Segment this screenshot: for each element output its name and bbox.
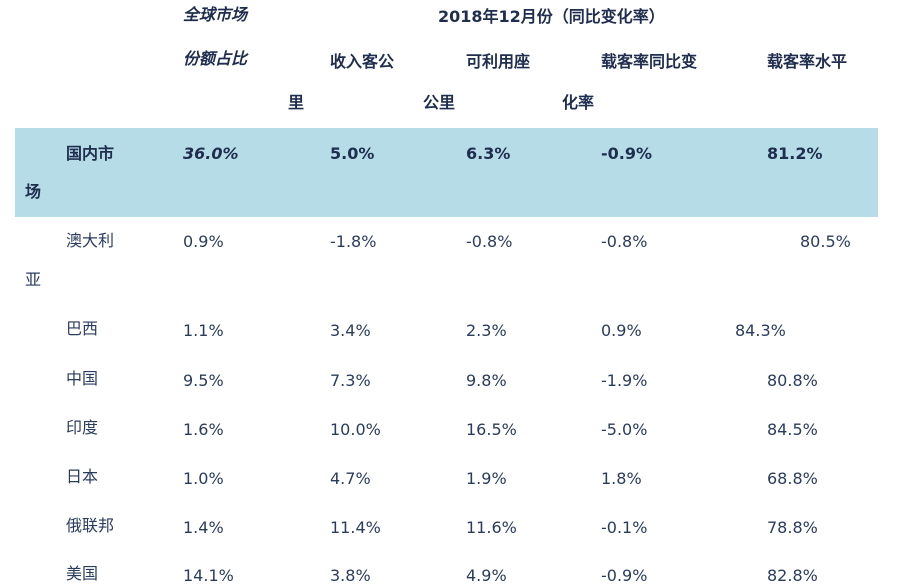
row-russia-plf: 78.8%	[767, 518, 818, 537]
row-india-ask: 16.5%	[466, 420, 517, 439]
row-australia-name-line2: 亚	[25, 270, 42, 289]
row-domestic-ask: 6.3%	[466, 144, 511, 163]
row-brazil-rpk: 3.4%	[330, 321, 371, 340]
row-china-plf: 80.8%	[767, 371, 818, 390]
row-usa-plf: 82.8%	[767, 566, 818, 585]
row-australia-rpk: -1.8%	[330, 232, 377, 251]
row-brazil-name: 巴西	[66, 319, 99, 338]
header-period: 2018年12月份（同比变化率）	[438, 7, 665, 26]
row-usa-plf-change: -0.9%	[601, 566, 648, 585]
row-china-plf-change: -1.9%	[601, 371, 648, 390]
row-domestic-rpk: 5.0%	[330, 144, 375, 163]
row-japan-plf: 68.8%	[767, 469, 818, 488]
row-brazil-share: 1.1%	[183, 321, 224, 340]
row-japan-share: 1.0%	[183, 469, 224, 488]
row-domestic-plf: 81.2%	[767, 144, 823, 163]
header-ask-line1: 可利用座	[466, 52, 531, 71]
row-brazil-ask: 2.3%	[466, 321, 507, 340]
row-china-share: 9.5%	[183, 371, 224, 390]
header-ask-line2: 公里	[423, 93, 456, 112]
row-russia-name: 俄联邦	[66, 516, 115, 535]
header-plf-change-line2: 化率	[562, 93, 595, 112]
header-plf-change-line1: 载客率同比变	[601, 52, 698, 71]
row-china-ask: 9.8%	[466, 371, 507, 390]
row-japan-ask: 1.9%	[466, 469, 507, 488]
row-india-plf: 84.5%	[767, 420, 818, 439]
row-domestic-name-line1: 国内市	[66, 144, 115, 163]
row-australia-plf: 80.5%	[800, 232, 851, 251]
row-usa-ask: 4.9%	[466, 566, 507, 585]
row-brazil-plf: 84.3%	[735, 321, 786, 340]
row-brazil-plf-change: 0.9%	[601, 321, 642, 340]
row-domestic-name-line2: 场	[25, 182, 42, 201]
row-china-name: 中国	[66, 369, 99, 388]
row-india-share: 1.6%	[183, 420, 224, 439]
row-domestic-plf-change: -0.9%	[601, 144, 653, 163]
row-usa-share: 14.1%	[183, 566, 234, 585]
row-domestic-share: 36.0%	[183, 144, 239, 163]
row-australia-plf-change: -0.8%	[601, 232, 648, 251]
row-russia-share: 1.4%	[183, 518, 224, 537]
row-china-rpk: 7.3%	[330, 371, 371, 390]
header-share-line1: 全球市场	[183, 5, 248, 24]
row-japan-name: 日本	[66, 467, 99, 486]
row-japan-rpk: 4.7%	[330, 469, 371, 488]
row-india-plf-change: -5.0%	[601, 420, 648, 439]
row-japan-plf-change: 1.8%	[601, 469, 642, 488]
header-rpk-line2: 里	[288, 93, 305, 112]
header-plf-level: 载客率水平	[767, 52, 848, 71]
row-usa-rpk: 3.8%	[330, 566, 371, 585]
row-usa-name: 美国	[66, 564, 99, 583]
row-australia-name-line1: 澳大利	[66, 231, 115, 250]
row-india-rpk: 10.0%	[330, 420, 381, 439]
row-australia-share: 0.9%	[183, 232, 224, 251]
row-russia-ask: 11.6%	[466, 518, 517, 537]
row-russia-plf-change: -0.1%	[601, 518, 648, 537]
row-india-name: 印度	[66, 418, 99, 437]
header-rpk-line1: 收入客公	[330, 52, 395, 71]
header-share-line2: 份额占比	[183, 49, 248, 68]
row-russia-rpk: 11.4%	[330, 518, 381, 537]
row-australia-ask: -0.8%	[466, 232, 513, 251]
highlight-row-band	[15, 128, 878, 217]
